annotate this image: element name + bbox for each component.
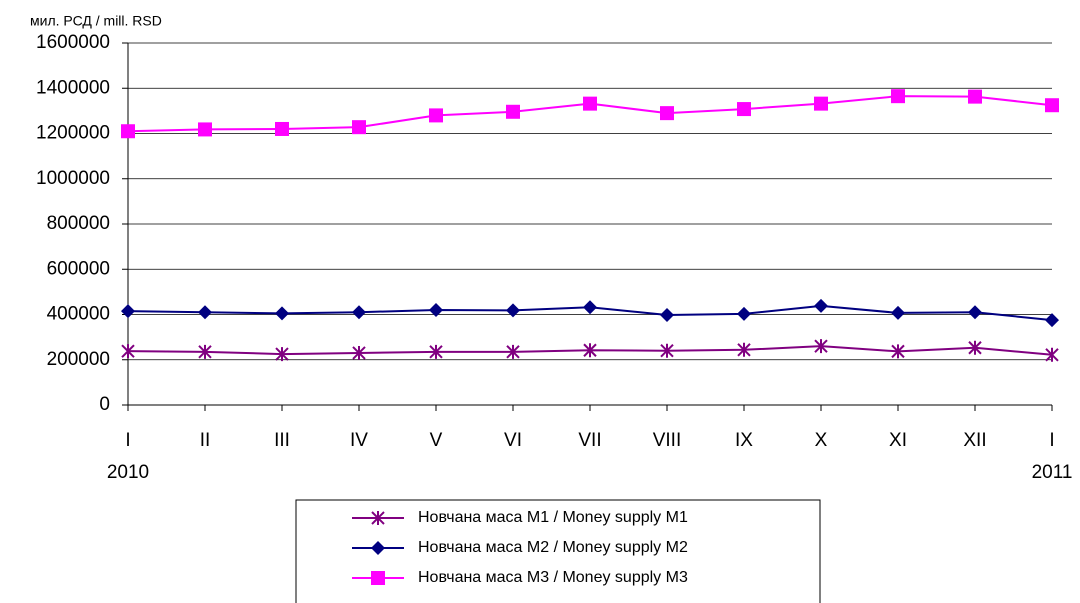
marker: [660, 343, 674, 358]
marker: [737, 342, 751, 357]
marker: [968, 89, 982, 104]
marker: [1045, 313, 1059, 328]
marker: [1045, 347, 1059, 362]
x-tick-label: XI: [889, 430, 907, 451]
marker: [429, 302, 443, 317]
y-axis-label: мил. РСД / mill. RSD: [30, 13, 162, 29]
marker: [121, 344, 135, 359]
legend-label: Новчана маса M2 / Money supply M2: [418, 539, 688, 556]
marker: [583, 300, 597, 315]
y-tick-label: 1600000: [36, 32, 110, 53]
y-tick-label: 800000: [47, 213, 110, 234]
legend-label: Новчана маса M1 / Money supply M1: [418, 509, 688, 526]
x-tick-label: IV: [350, 430, 368, 451]
marker: [506, 344, 520, 359]
marker: [814, 298, 828, 313]
y-tick-label: 1000000: [36, 168, 110, 189]
x-tick-label: I: [125, 430, 130, 451]
marker: [506, 104, 520, 119]
marker: [814, 339, 828, 354]
y-tick-label: 1200000: [36, 123, 110, 144]
marker: [352, 305, 366, 320]
marker: [968, 340, 982, 355]
marker: [198, 305, 212, 320]
marker: [891, 344, 905, 359]
marker: [506, 303, 520, 318]
marker: [814, 96, 828, 111]
marker: [583, 343, 597, 358]
legend-marker: [371, 511, 385, 525]
marker: [891, 305, 905, 320]
legend-label: Новчана маса M3 / Money supply M3: [418, 569, 688, 586]
year-label: 2011: [1032, 462, 1073, 483]
marker: [121, 124, 135, 139]
x-tick-label: VIII: [653, 430, 682, 451]
y-tick-label: 200000: [47, 349, 110, 370]
marker: [198, 344, 212, 359]
marker: [275, 121, 289, 136]
marker: [429, 344, 443, 359]
x-tick-label: IX: [735, 430, 753, 451]
x-tick-label: I: [1049, 430, 1054, 451]
x-tick-label: V: [430, 430, 443, 451]
marker: [891, 89, 905, 104]
marker: [660, 106, 674, 121]
marker: [1045, 98, 1059, 113]
marker: [352, 120, 366, 135]
x-tick-label: III: [274, 430, 290, 451]
x-tick-label: II: [200, 430, 211, 451]
marker: [583, 96, 597, 111]
marker: [429, 108, 443, 123]
year-label: 2010: [107, 462, 149, 483]
marker: [275, 306, 289, 321]
marker: [121, 304, 135, 319]
marker: [737, 102, 751, 117]
marker: [352, 345, 366, 360]
marker: [198, 122, 212, 137]
x-tick-label: VII: [578, 430, 601, 451]
x-tick-label: VI: [504, 430, 522, 451]
legend-marker: [371, 541, 385, 555]
x-tick-label: X: [815, 430, 828, 451]
y-tick-label: 400000: [47, 304, 110, 325]
marker: [660, 307, 674, 322]
marker: [737, 306, 751, 321]
x-tick-label: XII: [963, 430, 986, 451]
marker: [968, 305, 982, 320]
y-tick-label: 1400000: [36, 77, 110, 98]
y-tick-label: 0: [99, 394, 110, 415]
legend-marker: [371, 571, 385, 585]
marker: [275, 347, 289, 362]
y-tick-label: 600000: [47, 258, 110, 279]
